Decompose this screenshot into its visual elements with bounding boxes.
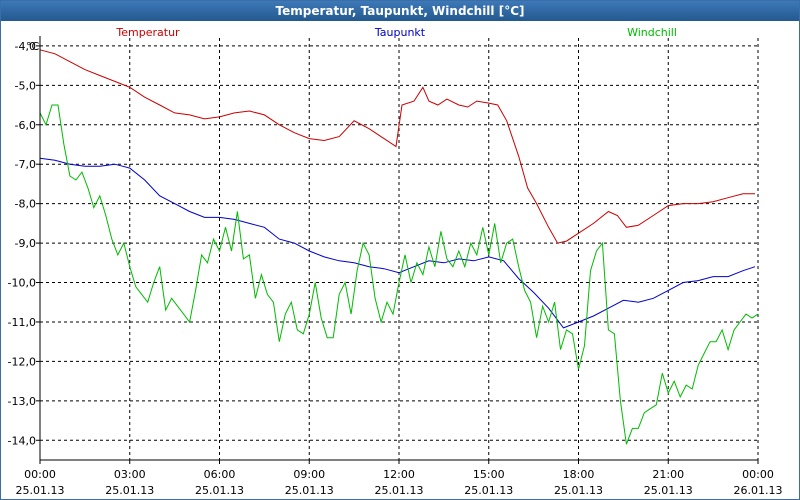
x-tick-time-label: 09:00 [293,468,325,481]
y-tick-label: -10,0 [8,277,36,290]
x-tick-time-label: 06:00 [204,468,236,481]
legend-temperatur: Temperatur [115,26,180,39]
chart-title: Temperatur, Taupunkt, Windchill [°C] [1,1,799,21]
x-tick-time-label: 15:00 [473,468,505,481]
y-axis-label: °C [26,40,40,53]
x-tick-date-label: 25.01.13 [16,484,65,497]
x-tick-date-label: 25.01.13 [285,484,334,497]
y-tick-label: -13,0 [8,395,36,408]
x-tick-time-label: 12:00 [383,468,415,481]
y-tick-label: -14,0 [8,434,36,447]
x-tick-date-label: 25.01.13 [195,484,244,497]
x-tick-date-label: 26.01.13 [734,484,783,497]
x-tick-date-label: 25.01.13 [105,484,154,497]
x-tick-date-label: 25.01.13 [464,484,513,497]
x-tick-time-label: 00:00 [742,468,774,481]
x-tick-time-label: 18:00 [563,468,595,481]
y-tick-label: -6,0 [15,119,36,132]
x-tick-time-label: 21:00 [652,468,684,481]
y-tick-label: -4,0 [15,40,36,53]
legend-windchill: Windchill [627,26,677,39]
y-tick-label: -11,0 [8,316,36,329]
series-line-windchill [39,104,759,445]
y-tick-label: -9,0 [15,237,36,250]
x-tick-date-label: 25.01.13 [644,484,693,497]
series-line-taupunkt [39,157,756,329]
y-tick-label: -5,0 [15,79,36,92]
x-tick-time-label: 03:00 [114,468,146,481]
series-line-temperatur [39,49,755,244]
y-tick-label: -12,0 [8,355,36,368]
x-tick-time-label: 00:00 [24,468,56,481]
y-tick-label: -8,0 [15,198,36,211]
y-tick-label: -7,0 [15,158,36,171]
x-tick-date-label: 25.01.13 [554,484,603,497]
x-tick-date-label: 25.01.13 [375,484,424,497]
legend-taupunkt: Taupunkt [374,26,426,39]
